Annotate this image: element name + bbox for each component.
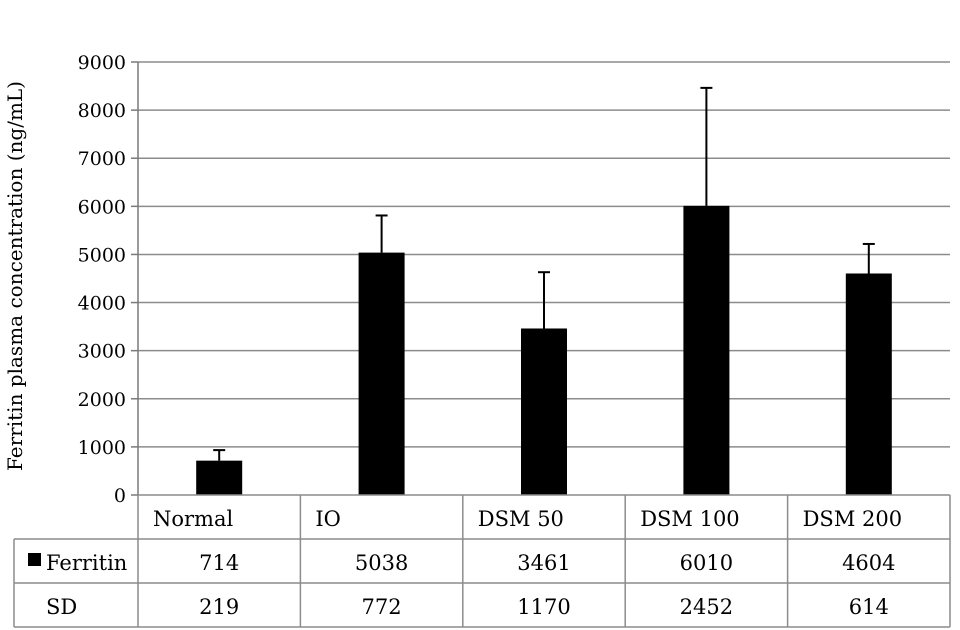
bar — [358, 252, 405, 495]
data-label: 772 — [362, 595, 402, 619]
y-tick-label: 7000 — [78, 148, 126, 170]
category-label: DSM 100 — [640, 507, 739, 531]
data-label: 3461 — [517, 551, 570, 575]
data-label: 1170 — [517, 595, 570, 619]
category-label: IO — [315, 507, 341, 531]
bar — [196, 460, 243, 495]
error-bars — [213, 86, 875, 461]
data-label: 5038 — [355, 551, 408, 575]
category-label: DSM 50 — [478, 507, 564, 531]
y-tick-label: 4000 — [78, 293, 126, 315]
y-tick-label: 9000 — [78, 52, 126, 74]
data-label: 714 — [199, 551, 239, 575]
y-tick-label: 6000 — [78, 196, 126, 218]
bars — [196, 205, 892, 495]
y-tick-label: 2000 — [78, 389, 126, 411]
y-tick-label: 5000 — [78, 244, 126, 266]
data-label: 4604 — [842, 551, 895, 575]
y-axis-title: Ferritin plasma concentration (ng/mL) — [3, 81, 27, 471]
y-tick-label: 1000 — [78, 437, 126, 459]
gridlines — [138, 61, 950, 448]
table-row-label: SD — [46, 595, 77, 619]
data-table: Normal IO DSM 50 DSM 100 DSM 200 Ferritin 714 5… — [13, 494, 951, 628]
y-tick-label: 3000 — [78, 341, 126, 363]
y-tick-label: 8000 — [78, 100, 126, 122]
legend-label: Ferritin — [46, 551, 127, 575]
bar — [521, 328, 567, 495]
data-label: 2452 — [680, 595, 733, 619]
data-label: 219 — [199, 595, 239, 619]
data-label: 614 — [849, 595, 889, 619]
y-axis: 0 1000 2000 3000 4000 5000 6000 7000 8000 9000 — [78, 52, 139, 507]
bar — [845, 273, 892, 495]
data-label: 6010 — [680, 551, 733, 575]
category-label: Normal — [153, 507, 233, 531]
y-tick-label: 0 — [114, 485, 126, 507]
legend-swatch — [28, 553, 41, 566]
bar — [683, 205, 730, 495]
category-label: DSM 200 — [803, 507, 902, 531]
